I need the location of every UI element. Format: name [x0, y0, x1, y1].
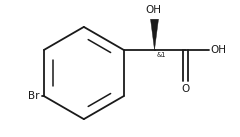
Polygon shape	[150, 19, 158, 50]
Text: Br: Br	[28, 91, 39, 101]
Text: OH: OH	[210, 45, 227, 55]
Text: &1: &1	[157, 52, 166, 58]
Text: OH: OH	[146, 5, 162, 15]
Text: O: O	[181, 84, 189, 94]
